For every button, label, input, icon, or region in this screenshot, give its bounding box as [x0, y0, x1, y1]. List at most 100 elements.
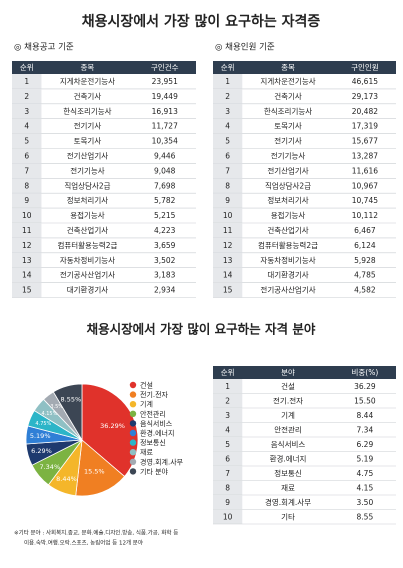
legend-swatch: [129, 401, 137, 408]
caption: ◎ 채용공고 기준: [14, 42, 74, 53]
rank-cell-bg: [213, 480, 243, 495]
table-cell: 11: [22, 226, 32, 235]
table-cell: 환경.에너지: [270, 453, 307, 463]
table-cell: 9: [225, 196, 230, 205]
legend-label: 안전관리: [140, 409, 166, 418]
table-cell: 5.19: [357, 454, 374, 463]
table-header: [213, 366, 396, 379]
rank-cell-bg: [213, 208, 243, 223]
table-cell: 전기공사산업기사: [260, 285, 315, 295]
table-header: [213, 61, 396, 74]
footnote: 이용.숙박.여행.오락.스포츠, 농림어업 등 12개 분야: [24, 539, 143, 547]
legend-swatch: [129, 458, 137, 465]
rank-cell-bg: [213, 282, 243, 298]
table-cell: 17,319: [352, 122, 378, 131]
table-cell: 4,582: [354, 286, 376, 295]
slice-label: 15.5%: [84, 467, 105, 475]
rank-cell-bg: [12, 103, 42, 119]
rank-cell-bg: [12, 178, 42, 194]
legend-label: 음식서비스: [140, 419, 173, 428]
table-cell: 6.29: [357, 440, 374, 449]
rank-cell-bg: [213, 133, 243, 149]
rank-cell-bg: [213, 103, 243, 119]
table-cell: 5,215: [154, 211, 176, 220]
table-cell: 5: [24, 137, 29, 146]
rank-cell-bg: [12, 193, 42, 209]
legend-swatch: [129, 410, 137, 417]
table-cell: 11: [223, 226, 233, 235]
header-cell: 순위: [20, 63, 34, 72]
legend-swatch: [129, 439, 137, 446]
table-cell: 6,124: [354, 241, 376, 250]
table-cell: 건축기사: [74, 91, 102, 101]
legend-label: 기계: [140, 400, 153, 409]
table-cell: 4: [24, 122, 29, 131]
table-cell: 14: [223, 271, 233, 280]
legend-swatch: [129, 391, 137, 398]
table-cell: 4: [225, 425, 230, 434]
legend-swatch: [129, 381, 137, 389]
legend-swatch: [129, 420, 137, 427]
table-cell: 4.75: [357, 469, 374, 478]
table-cell: 7,698: [154, 181, 176, 190]
header-cell: 순위: [221, 63, 235, 72]
table-cell: 6,467: [354, 226, 376, 235]
rank-cell-bg: [12, 88, 42, 104]
table-cell: 2: [225, 92, 230, 101]
header-cell: 비중(%): [351, 368, 378, 377]
table-cell: 9: [225, 498, 230, 507]
rank-cell-bg: [213, 422, 243, 437]
table-cell: 기계: [281, 410, 295, 420]
table-cell: 건설: [281, 381, 295, 391]
rank-cell-bg: [12, 282, 42, 298]
table-header: [12, 61, 196, 74]
table-cell: 토목기사: [74, 137, 102, 146]
rank-cell-bg: [213, 74, 243, 89]
table-cell: 1: [225, 77, 230, 86]
table-cell: 5: [225, 440, 230, 449]
legend-label: 재료: [140, 449, 153, 457]
slice-label: 36.29%: [100, 422, 125, 430]
table-cell: 경영.회계.사무: [265, 497, 311, 507]
table-cell: 자동차정비기능사: [260, 255, 315, 265]
legend-label: 환경.에너지: [140, 429, 174, 438]
title: 채용시장에서 가장 많이 요구하는 자격증: [82, 13, 321, 30]
table-cell: 11,616: [352, 166, 378, 175]
rank-cell-bg: [213, 451, 243, 466]
legend-swatch: [129, 468, 137, 475]
table-cell: 19,449: [152, 92, 178, 101]
table-cell: 15,677: [352, 137, 378, 146]
table-cell: 15: [223, 286, 233, 295]
table-cell: 토목기사: [274, 122, 302, 131]
table-cell: 12: [22, 241, 32, 250]
rank-cell-bg: [213, 252, 243, 268]
table-cell: 1: [24, 77, 29, 86]
slice-label: 8.44%: [56, 475, 77, 483]
table-cell: 3: [24, 107, 29, 116]
rank-cell-bg: [12, 133, 42, 149]
table-cell: 5,928: [354, 256, 376, 265]
slice-label: 7.34%: [39, 463, 60, 471]
legend-swatch: [129, 449, 137, 456]
table-cell: 7.34: [357, 425, 374, 434]
table-cell: 7: [225, 469, 230, 478]
table-cell: 8.44: [357, 411, 374, 420]
header-cell: 구인인원: [351, 62, 379, 72]
header-cell: 순위: [221, 368, 235, 377]
table-cell: 건축산업기사: [67, 225, 108, 235]
rank-cell-bg: [213, 223, 243, 238]
table-cell: 13: [22, 256, 32, 265]
table-cell: 전기기사: [274, 136, 302, 146]
legend-label: 경영.회계.사무: [140, 457, 184, 466]
table-cell: 8.55: [357, 512, 374, 521]
table-cell: 전기기능사: [70, 165, 105, 175]
table-cell: 8: [24, 181, 29, 190]
table-cell: 건축산업기사: [267, 225, 308, 235]
table-cell: 10,967: [352, 181, 378, 190]
table-cell: 10: [223, 512, 233, 521]
title: 채용시장에서 가장 많이 요구하는 자격 분야: [87, 322, 316, 337]
table-cell: 8: [225, 483, 230, 492]
table-cell: 3,502: [154, 256, 176, 265]
